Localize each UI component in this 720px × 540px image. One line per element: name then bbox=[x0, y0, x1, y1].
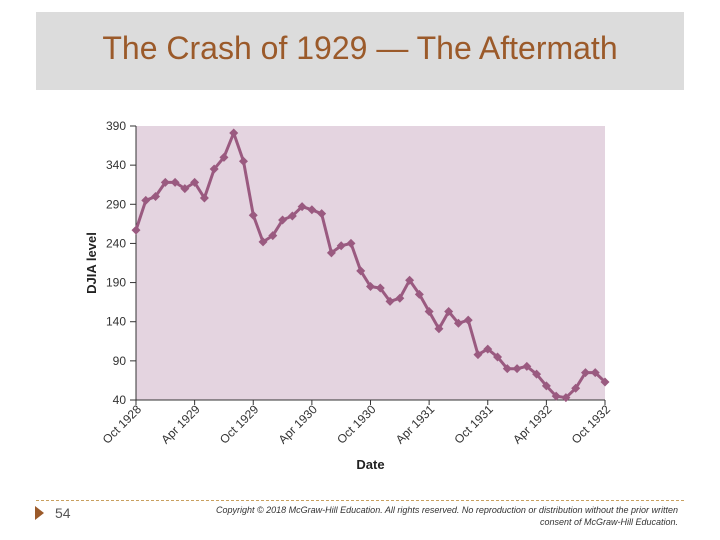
data-point bbox=[278, 215, 288, 225]
slide-title: The Crash of 1929 — The Aftermath bbox=[102, 30, 618, 66]
data-point bbox=[199, 193, 209, 203]
data-point bbox=[532, 369, 542, 379]
data-point bbox=[170, 177, 180, 187]
data-point bbox=[346, 238, 356, 248]
x-tick-label: Oct 1929 bbox=[217, 402, 262, 447]
data-point bbox=[493, 352, 503, 362]
x-tick-label: Apr 1931 bbox=[393, 402, 438, 447]
data-point bbox=[590, 368, 600, 378]
triangle-bullet-icon bbox=[35, 506, 44, 520]
footer-divider bbox=[36, 500, 684, 501]
data-point bbox=[180, 184, 190, 194]
data-point bbox=[561, 393, 571, 403]
data-point bbox=[336, 241, 346, 251]
x-axis-label: Date bbox=[356, 457, 384, 472]
data-point bbox=[405, 275, 415, 285]
data-point bbox=[141, 195, 151, 205]
y-tick-label: 290 bbox=[106, 197, 126, 211]
data-point bbox=[424, 307, 434, 317]
data-point bbox=[297, 202, 307, 212]
data-point bbox=[512, 364, 522, 374]
data-point bbox=[483, 344, 493, 354]
data-point bbox=[414, 289, 424, 299]
data-point bbox=[366, 281, 375, 291]
title-bar: The Crash of 1929 — The Aftermath bbox=[36, 12, 684, 90]
data-point bbox=[395, 293, 405, 303]
data-point bbox=[258, 237, 268, 247]
data-point bbox=[434, 324, 444, 334]
data-point bbox=[463, 315, 473, 325]
data-point bbox=[541, 381, 551, 391]
data-point bbox=[248, 210, 258, 220]
y-tick-label: 240 bbox=[106, 236, 126, 250]
data-point bbox=[317, 209, 327, 219]
data-point bbox=[190, 177, 200, 187]
data-point bbox=[219, 152, 229, 162]
djia-chart: 40 90 140 190 240 290 340 390 Oct 1928 Apr 1929 Oc… bbox=[84, 119, 614, 472]
data-point bbox=[160, 177, 170, 187]
y-tick-label: 140 bbox=[106, 315, 126, 329]
data-point bbox=[307, 205, 317, 215]
data-point bbox=[600, 377, 610, 387]
data-point bbox=[151, 191, 161, 201]
data-point bbox=[131, 225, 141, 235]
data-point bbox=[551, 391, 561, 401]
data-point bbox=[580, 368, 590, 378]
page-number: 54 bbox=[55, 505, 71, 521]
x-tick-label: Apr 1930 bbox=[276, 402, 321, 447]
data-point bbox=[571, 383, 581, 393]
x-tick-label: Oct 1931 bbox=[452, 402, 497, 447]
y-tick-label: 340 bbox=[106, 158, 126, 172]
copyright-notice: Copyright © 2018 McGraw-Hill Education. … bbox=[216, 505, 678, 527]
data-point bbox=[287, 211, 297, 221]
y-tick-label: 190 bbox=[106, 276, 126, 290]
y-tick-label: 90 bbox=[113, 354, 127, 368]
x-tick-label: Apr 1929 bbox=[158, 402, 203, 447]
y-axis-label: DJIA level bbox=[84, 232, 99, 294]
data-point bbox=[453, 318, 463, 328]
plot-area bbox=[136, 126, 605, 400]
data-point bbox=[444, 307, 454, 317]
x-tick-label: Oct 1930 bbox=[334, 402, 379, 447]
data-point bbox=[375, 283, 385, 293]
x-tick-label: Oct 1932 bbox=[569, 402, 614, 447]
x-tick-label: Apr 1932 bbox=[510, 402, 555, 447]
data-point bbox=[238, 156, 248, 166]
data-point bbox=[473, 350, 483, 360]
x-tick-label: Oct 1928 bbox=[100, 402, 145, 447]
data-point bbox=[522, 361, 532, 371]
data-point bbox=[268, 231, 278, 241]
data-point bbox=[326, 248, 336, 258]
y-tick-label: 390 bbox=[106, 119, 126, 133]
data-point bbox=[502, 364, 512, 374]
data-point bbox=[356, 266, 366, 276]
y-tick-label: 40 bbox=[113, 393, 127, 407]
data-point bbox=[385, 296, 395, 306]
data-point bbox=[229, 128, 239, 138]
data-point bbox=[209, 164, 219, 174]
